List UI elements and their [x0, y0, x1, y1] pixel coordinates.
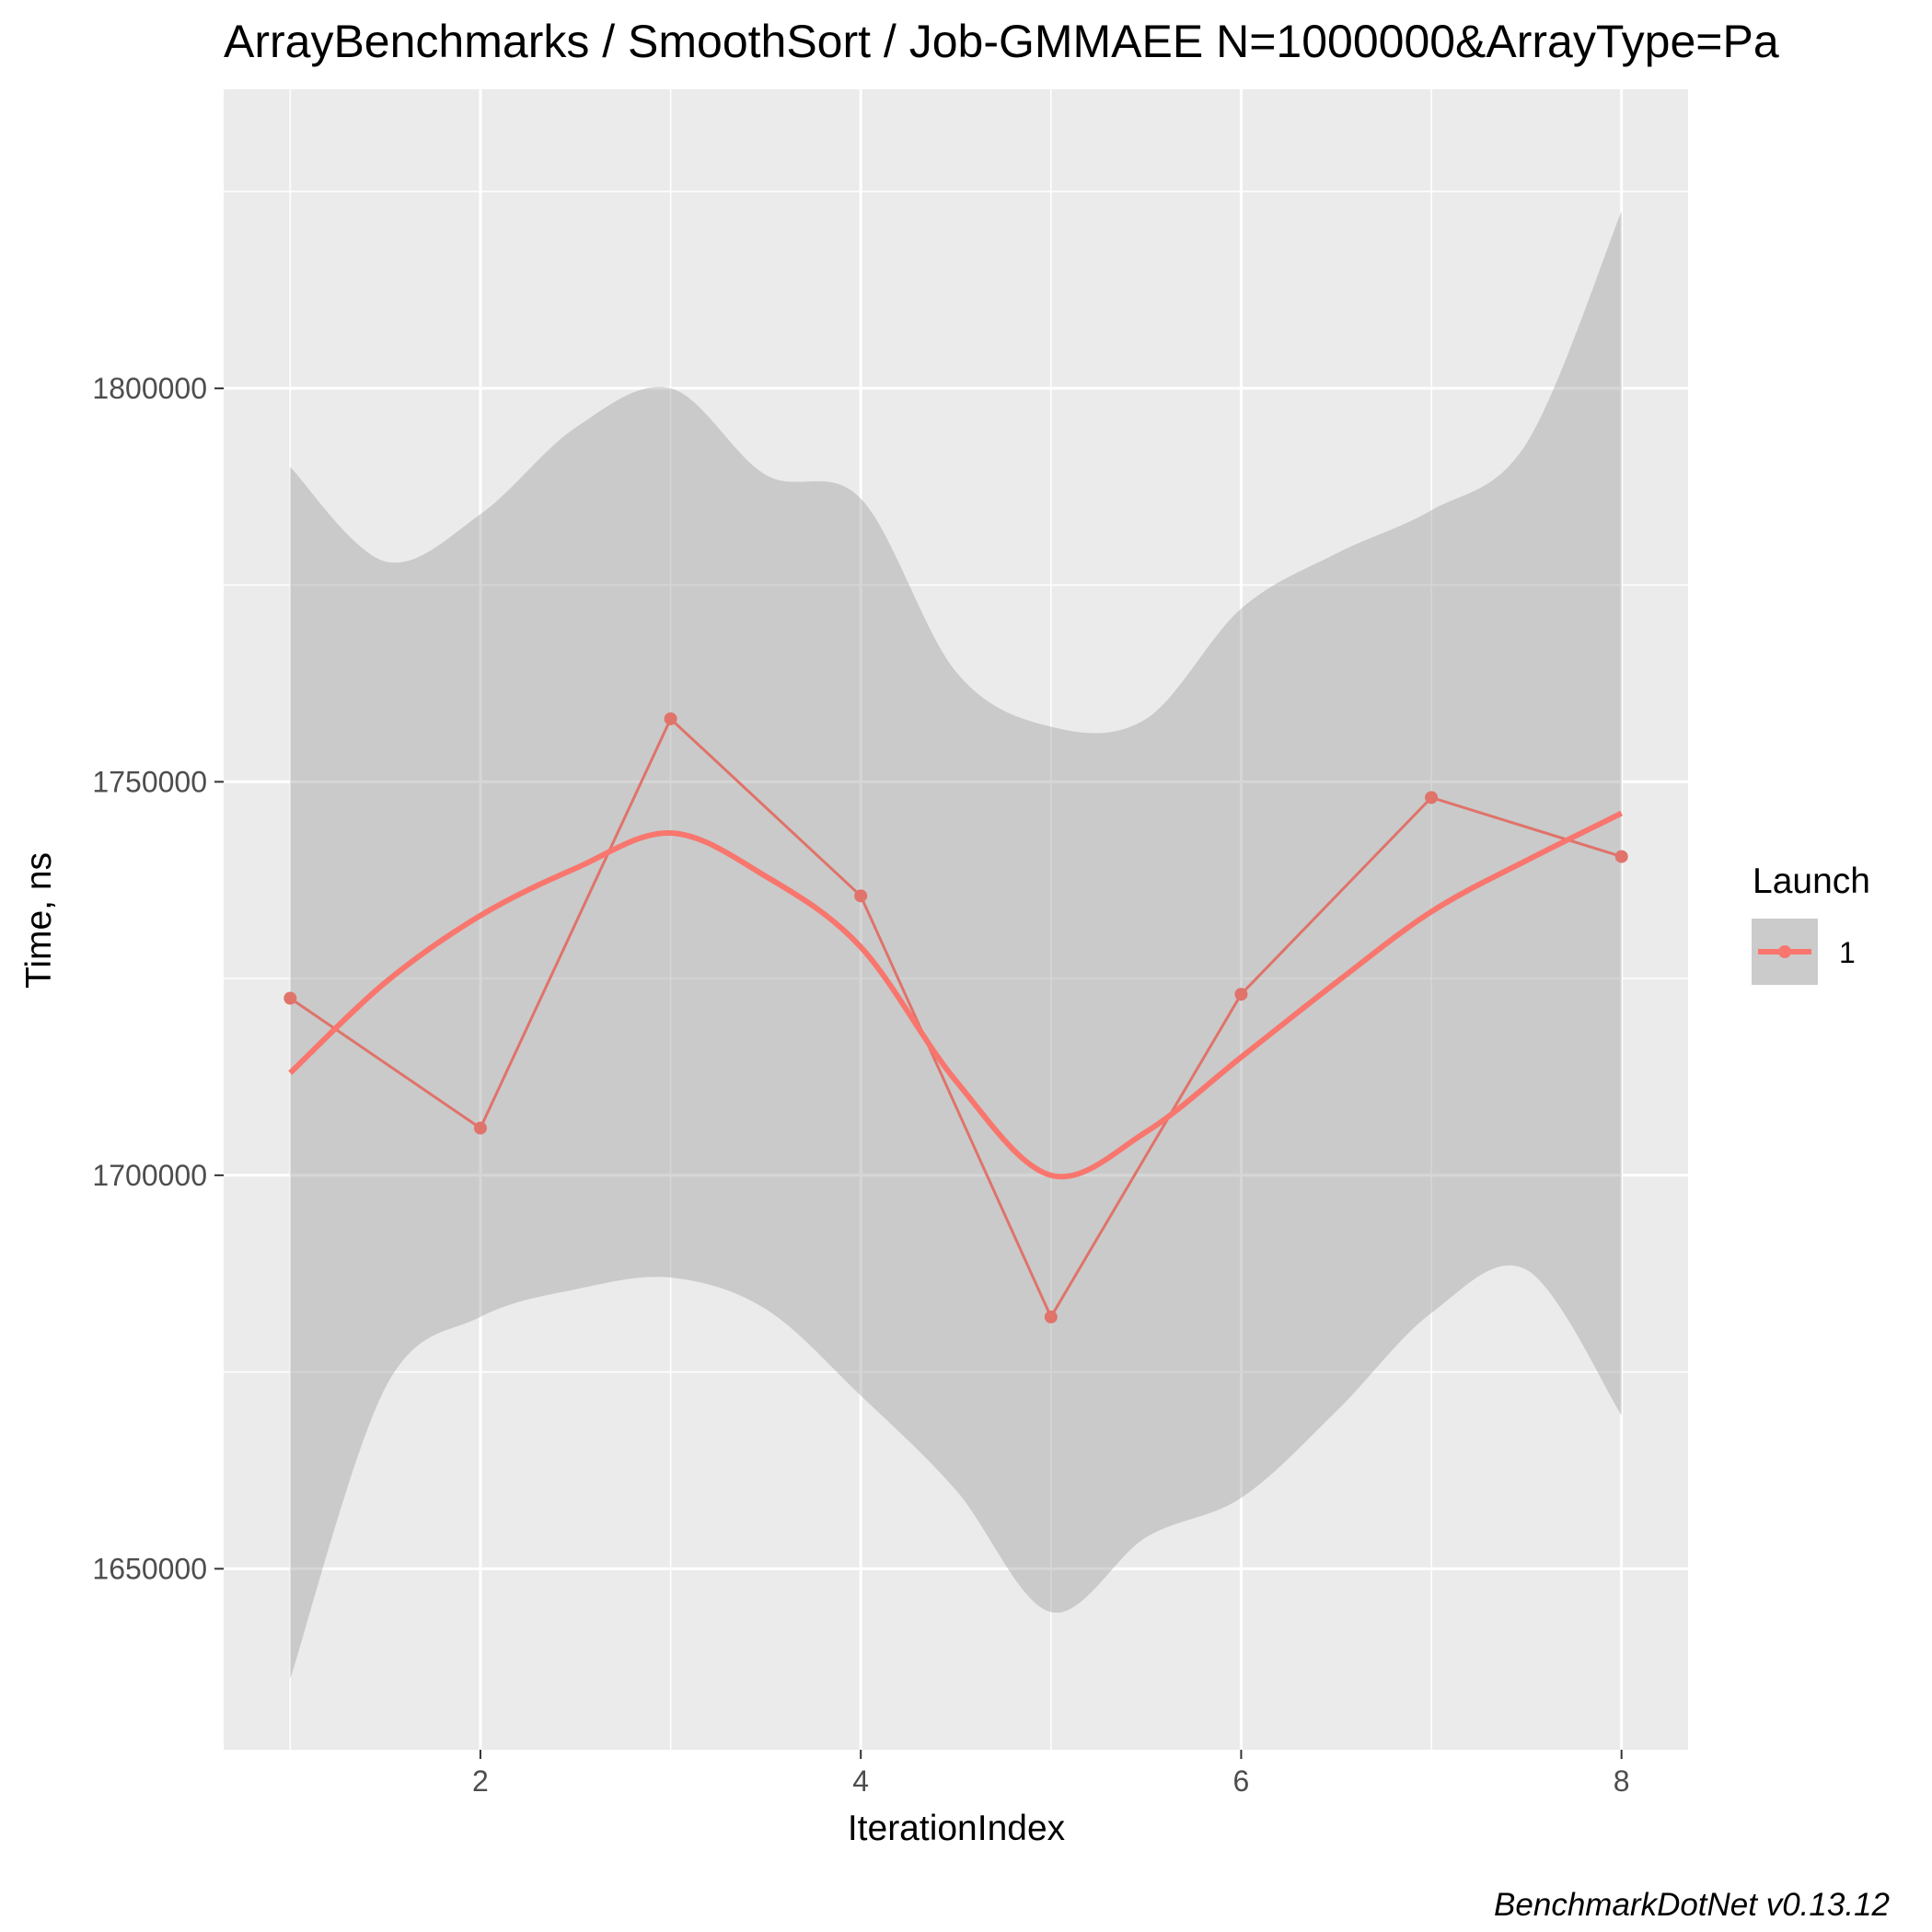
smooth-line	[288, 810, 1624, 1180]
y-tick-label: 1700000	[92, 1159, 207, 1192]
legend-key-point	[1778, 945, 1791, 958]
data-point	[283, 991, 297, 1005]
data-point	[1044, 1310, 1058, 1324]
legend: Launch 1	[1752, 862, 1870, 985]
data-point	[664, 711, 677, 725]
data-point	[473, 1121, 487, 1135]
plot-panel	[224, 89, 1688, 1750]
x-tick-label: 4	[852, 1764, 869, 1798]
y-axis-title: Time, ns	[19, 852, 59, 989]
y-tick-label: 1750000	[92, 765, 207, 798]
data-point	[1614, 850, 1628, 863]
x-axis: 2 4 6 8	[472, 1750, 1630, 1798]
x-axis-title: IterationIndex	[848, 1809, 1066, 1848]
x-tick-label: 2	[472, 1764, 489, 1798]
series-line	[289, 716, 1623, 1321]
data-point	[1234, 988, 1248, 1001]
minor-gridlines	[224, 89, 1688, 1750]
y-axis: 1650000 1700000 1750000 1800000	[92, 372, 224, 1585]
caption: BenchmarkDotNet v0.13.12	[1494, 1887, 1890, 1923]
data-point	[854, 889, 868, 903]
y-tick-label: 1650000	[92, 1552, 207, 1585]
major-gridlines	[224, 89, 1688, 1750]
legend-title: Launch	[1753, 862, 1870, 901]
legend-label: 1	[1839, 936, 1856, 969]
data-point	[1425, 791, 1439, 804]
chart-title: ArrayBenchmarks / SmoothSort / Job-GMMAE…	[224, 16, 1779, 67]
x-tick-label: 6	[1233, 1764, 1250, 1798]
y-tick-label: 1800000	[92, 372, 207, 405]
data-points	[283, 711, 1628, 1324]
x-tick-label: 8	[1614, 1764, 1630, 1798]
confidence-band	[290, 211, 1622, 1680]
